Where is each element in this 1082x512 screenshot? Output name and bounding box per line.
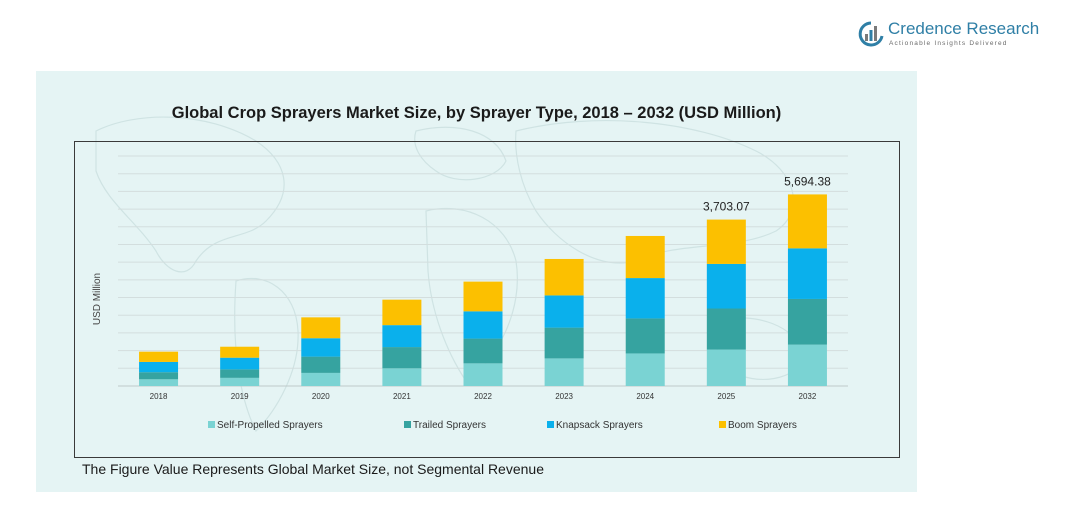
legend-label: Boom Sprayers [728,420,797,431]
bar-trailed-sprayers-2032 [787,298,827,345]
bar-trailed-sprayers-2020 [301,356,341,373]
x-tick-label: 2024 [636,392,654,401]
bar-self-propelled-sprayers-2024 [625,353,665,386]
x-tick-label: 2019 [231,392,249,401]
credence-logo-icon [858,21,884,47]
bar-boom-sprayers-2025 [706,219,746,264]
data-label-total: 3,703.07 [703,200,750,214]
bar-boom-sprayers-2019 [220,346,260,358]
bar-trailed-sprayers-2018 [139,372,179,380]
bar-boom-sprayers-2032 [787,194,827,249]
bar-knapsack-sprayers-2020 [301,338,341,357]
legend-label: Trailed Sprayers [413,420,486,431]
legend-label: Knapsack Sprayers [556,420,643,431]
bar-trailed-sprayers-2024 [625,318,665,354]
x-tick-label: 2020 [312,392,330,401]
bar-trailed-sprayers-2021 [382,347,422,369]
bar-self-propelled-sprayers-2023 [544,358,584,386]
bar-boom-sprayers-2022 [463,281,503,312]
legend-swatch [547,421,554,428]
bar-boom-sprayers-2018 [139,351,179,362]
bar-knapsack-sprayers-2024 [625,278,665,319]
x-tick-label: 2022 [474,392,492,401]
x-tick-label: 2023 [555,392,573,401]
x-tick-label: 2025 [717,392,735,401]
bar-self-propelled-sprayers-2025 [706,349,746,386]
bar-boom-sprayers-2024 [625,235,665,279]
legend-swatch [719,421,726,428]
bar-boom-sprayers-2020 [301,317,341,339]
bar-self-propelled-sprayers-2021 [382,368,422,386]
bar-knapsack-sprayers-2022 [463,311,503,339]
legend-swatch [208,421,215,428]
chart-canvas: USD Million 2018 2019 2020 2021 2022 2023 2024 2… [92,155,848,431]
brand-logo: Credence Research Actionable Insights De… [858,18,1058,52]
bar-trailed-sprayers-2019 [220,369,260,378]
bar-knapsack-sprayers-2018 [139,361,179,373]
brand-tagline: Actionable Insights Delivered [889,40,1008,47]
chart-title: Global Crop Sprayers Market Size, by Spr… [171,104,782,122]
brand-name: Credence Research [888,19,1040,38]
bar-self-propelled-sprayers-2019 [220,377,260,386]
world-map-background [95,116,807,433]
x-tick-label: 2032 [799,392,817,401]
bar-knapsack-sprayers-2019 [220,357,260,370]
bar-knapsack-sprayers-2023 [544,295,584,328]
bar-self-propelled-sprayers-2018 [139,379,179,386]
bar-knapsack-sprayers-2032 [787,248,827,299]
bar-boom-sprayers-2023 [544,258,584,296]
legend-label: Self-Propelled Sprayers [217,420,323,431]
bar-trailed-sprayers-2025 [706,308,746,350]
bar-knapsack-sprayers-2021 [382,325,422,348]
bar-self-propelled-sprayers-2032 [787,344,827,386]
bar-self-propelled-sprayers-2022 [463,363,503,386]
y-axis-label: USD Million [92,273,103,325]
plot-frame [74,141,900,458]
data-label-total: 5,694.38 [784,174,831,188]
x-tick-label: 2021 [393,392,411,401]
x-tick-label: 2018 [150,392,168,401]
bar-trailed-sprayers-2022 [463,338,503,364]
bar-knapsack-sprayers-2025 [706,263,746,309]
bar-trailed-sprayers-2023 [544,327,584,359]
bar-boom-sprayers-2021 [382,299,422,326]
chart-panel: Global Crop Sprayers Market Size, by Spr… [36,71,917,492]
legend-swatch [404,421,411,428]
bar-self-propelled-sprayers-2020 [301,372,341,386]
footnote: The Figure Value Represents Global Marke… [82,461,544,477]
